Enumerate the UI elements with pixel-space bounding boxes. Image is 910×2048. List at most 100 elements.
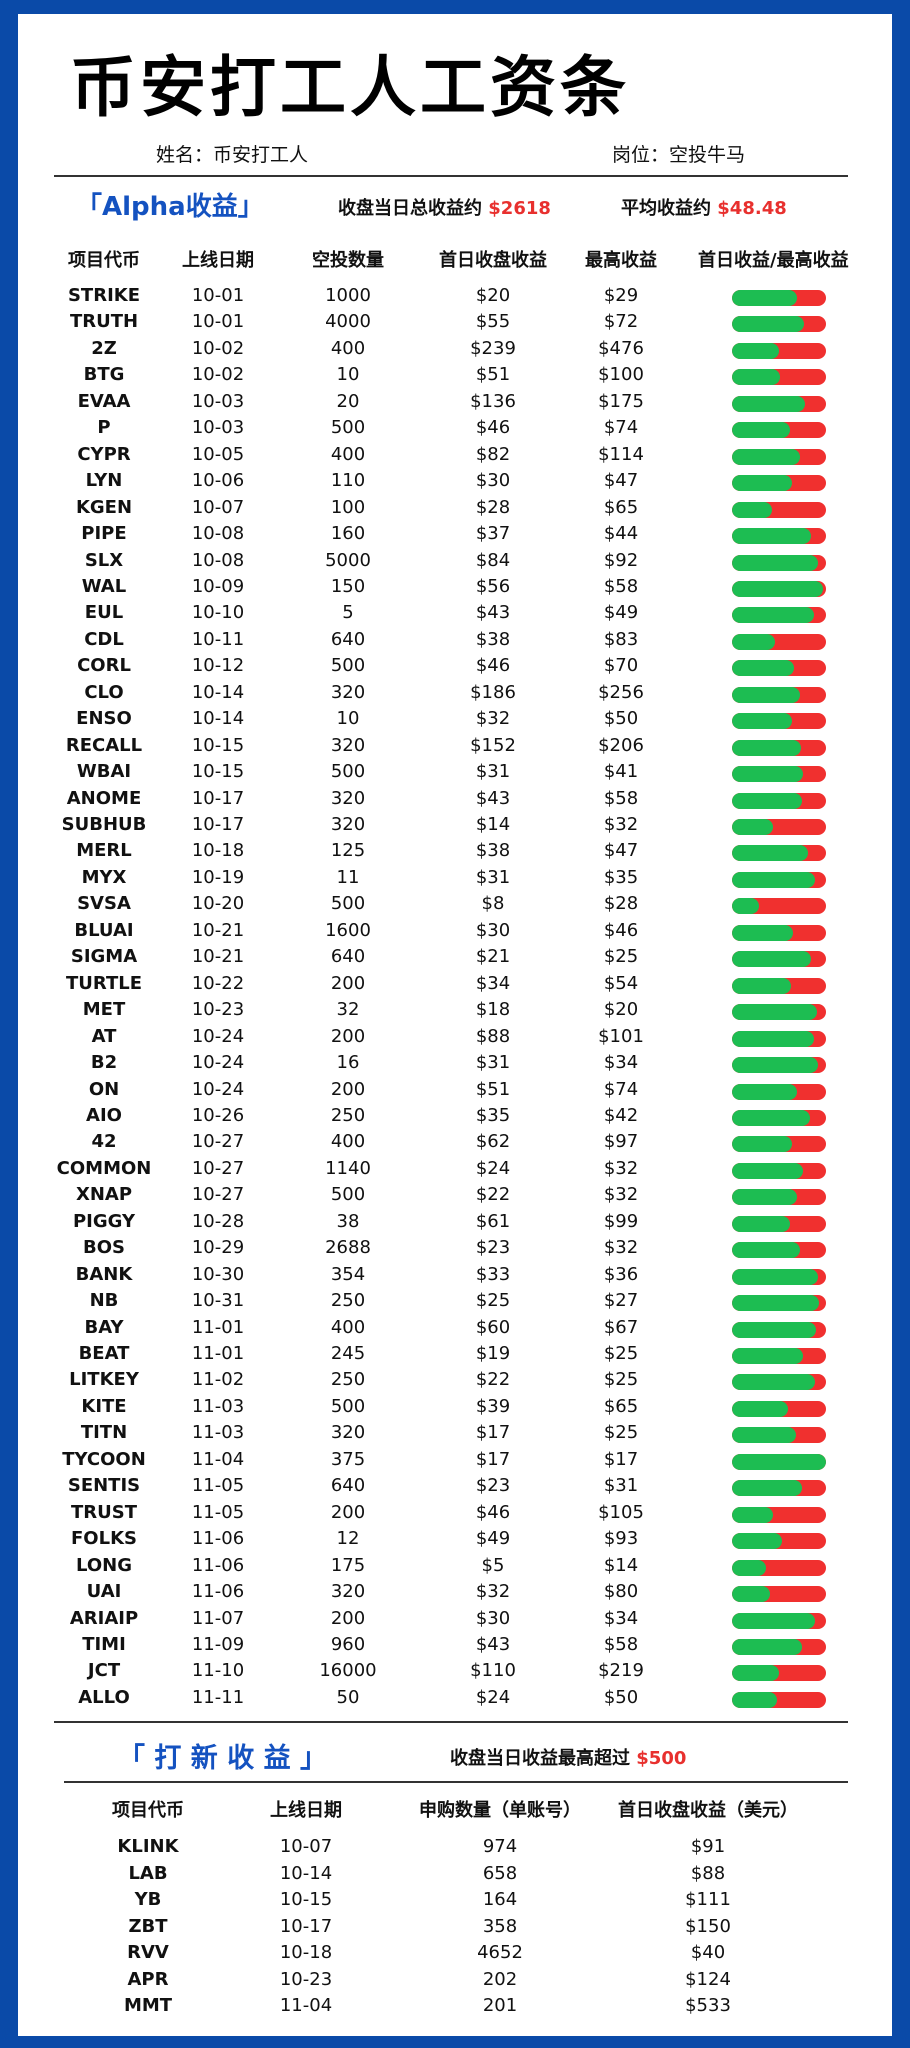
- max-earnings: $35: [603, 866, 639, 888]
- ratio-bar: [732, 898, 826, 915]
- token-code: TITN: [80, 1422, 128, 1444]
- token-code: TRUST: [71, 1501, 137, 1523]
- token-code: ANOME: [66, 787, 142, 809]
- col-header-max: 最高收益: [585, 250, 657, 271]
- first-day-earnings: $55: [475, 311, 511, 333]
- max-earnings: $47: [603, 470, 639, 492]
- ratio-bar-fill: [732, 316, 804, 333]
- launch-date: 10-30: [191, 1263, 245, 1285]
- launch-date: 11-11: [191, 1686, 245, 1708]
- token-code: COMMON: [56, 1157, 152, 1179]
- ratio-bar-fill: [732, 977, 792, 994]
- first-day-earnings: $14: [475, 814, 511, 835]
- ratio-bar-fill: [732, 1242, 800, 1259]
- ratio-bar-fill: [732, 290, 797, 306]
- launch-date: 11-01: [191, 1316, 245, 1338]
- ratio-bar: [732, 792, 826, 809]
- token-code: RECALL: [65, 734, 143, 756]
- first-day-earnings: $84: [475, 549, 511, 571]
- airdrop-qty: 200: [330, 1607, 366, 1629]
- launch-date: 10-07: [191, 496, 245, 518]
- ratio-bar: [732, 633, 826, 650]
- max-earnings: $20: [603, 999, 639, 1021]
- launch-date: 10-03: [191, 390, 245, 412]
- max-earnings: $17: [603, 1448, 639, 1470]
- first-day-earnings: $110: [470, 1660, 516, 1682]
- max-earnings: $65: [603, 496, 639, 518]
- airdrop-qty: 4000: [325, 311, 371, 333]
- airdrop-qty: 400: [330, 443, 366, 465]
- ratio-bar-fill: [732, 1030, 814, 1047]
- token-code: TURTLE: [66, 972, 142, 994]
- token-code: WBAI: [76, 761, 132, 783]
- first-day-earnings: $51: [475, 364, 511, 386]
- first-day-earnings: $32: [475, 708, 511, 730]
- ratio-bar-fill: [732, 951, 811, 968]
- max-earnings: $46: [603, 919, 639, 941]
- max-earnings: $29: [603, 285, 639, 306]
- page-title: 币安打工人工资条: [70, 49, 630, 126]
- ratio-bar: [732, 1612, 826, 1629]
- first-day-earnings: $38: [475, 840, 511, 862]
- launch-date: 10-15: [279, 1889, 333, 1910]
- ratio-bar: [732, 316, 826, 333]
- launch-date: 10-08: [191, 549, 245, 571]
- launch-date: 10-17: [191, 787, 245, 809]
- ratio-bar: [732, 1506, 826, 1523]
- token-code: LYN: [85, 470, 123, 492]
- ratio-bar: [732, 1348, 826, 1364]
- max-earnings: $25: [603, 1369, 639, 1391]
- launch-date: 11-06: [191, 1528, 245, 1550]
- subscription-qty: 202: [482, 1968, 518, 1990]
- token-code: STRIKE: [67, 285, 141, 306]
- ratio-bar: [732, 1189, 826, 1206]
- first-day-earnings: $33: [475, 1263, 511, 1285]
- ratio-bar: [732, 1665, 826, 1682]
- ratio-bar-fill: [732, 369, 780, 386]
- first-day-earnings: $17: [475, 1422, 511, 1444]
- airdrop-qty: 1000: [325, 285, 371, 306]
- launch-date: 10-15: [191, 734, 245, 756]
- ratio-bar-fill: [732, 1083, 797, 1100]
- ratio-bar: [732, 580, 826, 597]
- ratio-bar-fill: [732, 1533, 782, 1550]
- token-code: TIMI: [82, 1633, 126, 1655]
- ratio-bar: [732, 845, 826, 862]
- first-day-earnings: $49: [475, 1528, 511, 1550]
- col-header-subscription-qty: 申购数量（单账号）: [419, 1800, 581, 1821]
- token-code: CYPR: [77, 443, 131, 465]
- token-code: CLO: [84, 681, 124, 703]
- airdrop-qty: 110: [330, 470, 366, 492]
- launch-date: 11-06: [191, 1554, 245, 1576]
- max-earnings: $25: [603, 1422, 639, 1444]
- col-header-date: 上线日期: [270, 1800, 342, 1821]
- ratio-bar: [732, 1480, 826, 1497]
- ratio-bar-fill: [732, 1109, 811, 1126]
- ratio-bar: [732, 607, 826, 624]
- ratio-bar-fill: [732, 1559, 766, 1576]
- token-code: SUBHUB: [61, 814, 147, 835]
- launch-date: 10-29: [191, 1237, 245, 1259]
- token-code: CDL: [84, 628, 124, 650]
- token-code: XNAP: [75, 1184, 133, 1206]
- token-code: PIGGY: [72, 1210, 136, 1232]
- first-day-earnings: $21: [475, 946, 511, 968]
- airdrop-qty: 245: [330, 1343, 366, 1364]
- ratio-bar: [732, 739, 826, 756]
- airdrop-qty: 160: [330, 523, 366, 545]
- ratio-bar-fill: [732, 554, 818, 571]
- max-earnings: $97: [603, 1131, 639, 1153]
- airdrop-qty: 500: [330, 761, 366, 783]
- name-label: 姓名：币安打工人: [156, 144, 309, 166]
- first-day-earnings: $43: [475, 1633, 511, 1655]
- ratio-bar: [732, 1691, 826, 1708]
- launch-date: 10-09: [191, 575, 245, 597]
- max-earnings: $25: [603, 946, 639, 968]
- airdrop-qty: 250: [330, 1369, 366, 1391]
- token-code: ARIAIP: [69, 1607, 139, 1629]
- airdrop-qty: 5000: [325, 549, 371, 571]
- token-code: ENSO: [76, 708, 132, 730]
- first-day-earnings: $239: [470, 337, 516, 359]
- first-day-earnings: $60: [475, 1316, 511, 1338]
- subscription-qty: 658: [482, 1862, 518, 1884]
